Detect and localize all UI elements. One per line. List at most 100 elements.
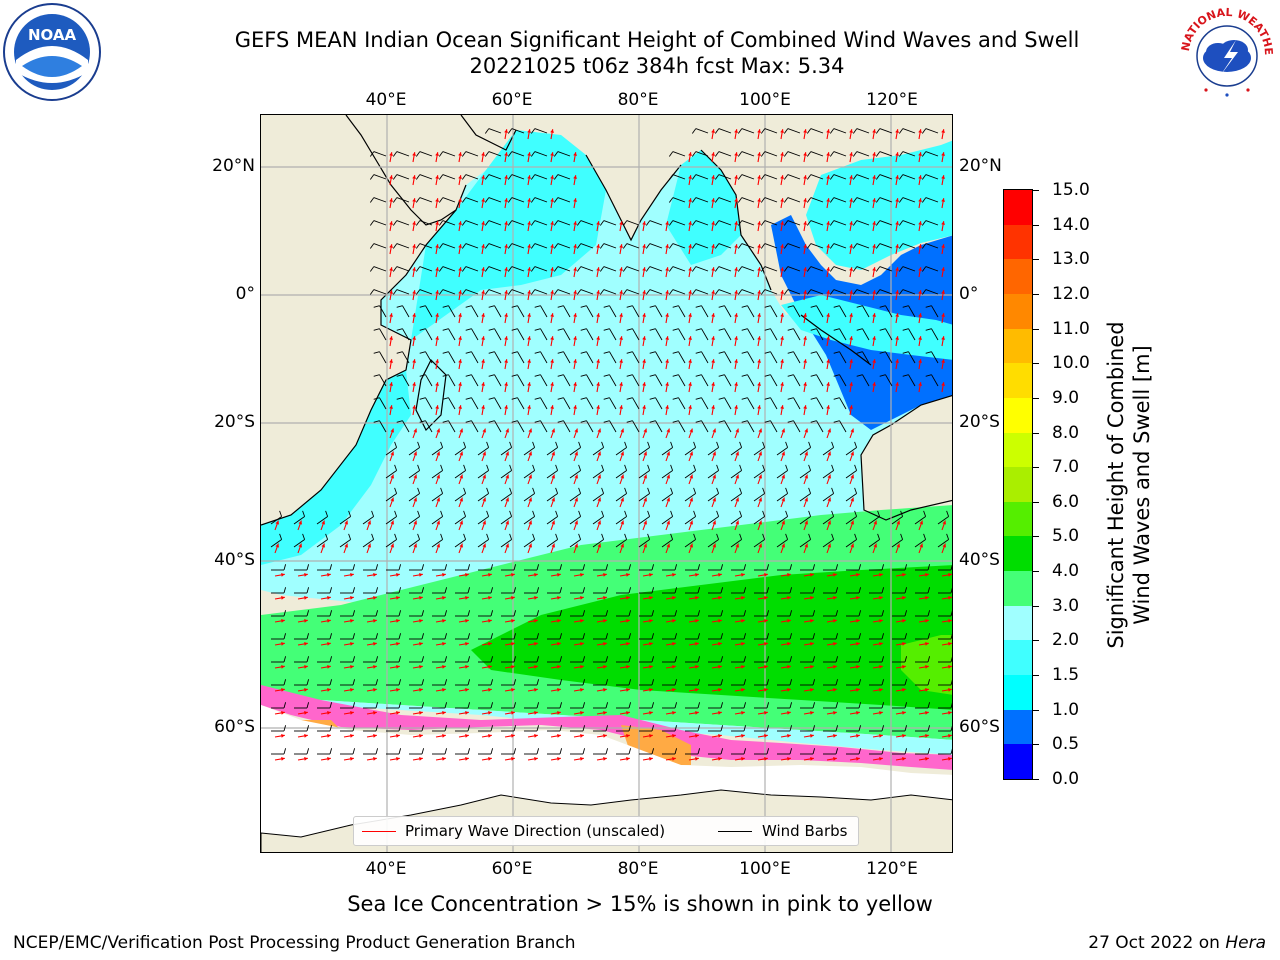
wave-direction-arrowhead [596, 221, 600, 225]
colorbar-tick-mark [1033, 605, 1039, 607]
wind-barb-flag [743, 725, 747, 732]
wave-direction-arrowhead [435, 244, 439, 248]
wind-barb [511, 243, 525, 249]
wave-direction-arrowhead [826, 221, 830, 225]
wind-barb-flag [858, 587, 862, 594]
wave-direction-arrowhead [419, 734, 423, 738]
wind-barb-flag [902, 351, 909, 354]
wave-direction-arrowhead [596, 359, 600, 363]
wave-direction-arrowhead [626, 734, 630, 738]
wind-barb [454, 539, 466, 548]
wind-barb [770, 351, 778, 364]
wave-direction-arrowhead [711, 267, 715, 271]
wave-direction-arrowhead [711, 336, 715, 340]
wave-direction-arrowhead [902, 573, 906, 577]
wave-direction-arrowhead [758, 451, 762, 456]
wave-direction-arrowhead [666, 451, 670, 456]
wind-barb [655, 328, 663, 341]
wind-barb [517, 374, 525, 387]
wind-barb [442, 174, 456, 180]
wind-barb [684, 493, 696, 502]
wave-direction-arrowhead [550, 267, 554, 271]
wind-barb-flag [603, 374, 610, 377]
wind-barb-flag [599, 220, 605, 226]
wave-direction-arrowhead [781, 428, 785, 433]
wave-direction-arrowhead [741, 711, 745, 715]
wind-barb-flag [720, 610, 724, 617]
wind-barb-flag [695, 420, 702, 423]
wave-direction-arrowhead [534, 642, 538, 646]
wind-barb-flag [419, 351, 426, 354]
wave-direction-arrowhead [412, 290, 416, 294]
wind-barb [649, 289, 663, 295]
tick-right-20s: 20°S [959, 412, 1000, 432]
wind-barb-flag [507, 243, 513, 249]
wave-direction-arrowhead [826, 313, 830, 317]
wind-barb [448, 351, 456, 364]
wave-direction-arrowhead [550, 336, 554, 340]
wind-barb [839, 328, 847, 341]
wind-barb [563, 397, 571, 410]
wave-direction-arrowhead [551, 451, 555, 456]
wave-direction-arrowhead [787, 573, 791, 577]
wind-barb-flag [605, 679, 609, 686]
wind-barb-flag [507, 151, 513, 157]
wave-direction-arrowhead [787, 757, 791, 761]
wind-barb-flag [279, 533, 283, 540]
wave-direction-arrowhead [764, 688, 768, 692]
wind-barb-flag [444, 725, 448, 732]
wind-barb-flag [720, 564, 724, 571]
wind-barb [822, 447, 834, 456]
wave-direction-arrowhead [488, 711, 492, 715]
tick-right-60s: 60°S [959, 717, 1000, 737]
wind-barb-flag [739, 533, 743, 540]
wind-barb-flag [950, 748, 952, 755]
wind-barb-flag [582, 725, 586, 732]
wave-direction-arrowhead [465, 642, 469, 646]
wind-barb-flag [672, 351, 679, 354]
wind-barb-flag [530, 243, 536, 249]
colorbar-tick-mark [1033, 779, 1039, 780]
wind-barb [879, 220, 893, 226]
wave-direction-arrowhead [396, 734, 400, 738]
wave-direction-arrowhead [925, 596, 929, 600]
wind-barb-flag [739, 487, 743, 494]
wind-barb-flag [415, 289, 421, 295]
wind-barb [500, 539, 512, 548]
wind-barb-flag [440, 510, 444, 517]
colorbar-tick-label: 1.0 [1052, 699, 1080, 720]
wave-direction-arrowhead [764, 711, 768, 715]
wind-barb [511, 220, 525, 226]
wave-direction-arrowhead [849, 152, 853, 156]
wind-barb [402, 351, 410, 364]
wave-direction-arrowhead [596, 290, 600, 294]
colorbar-title: Significant Height of Combined Wind Wave… [1103, 275, 1155, 695]
wave-direction-arrowhead [872, 198, 876, 202]
wave-direction-arrowhead [419, 642, 423, 646]
wind-barb-flag [490, 702, 494, 709]
wind-barb-flag [580, 305, 587, 308]
wind-barb-flag [674, 610, 678, 617]
wave-direction-arrowhead [804, 520, 808, 525]
wave-direction-arrowhead [389, 221, 393, 225]
wind-barb-flag [601, 464, 605, 471]
wind-barb-flag [858, 656, 862, 663]
wind-barb [810, 151, 824, 157]
wind-barb-flag [950, 587, 952, 594]
wind-barb [540, 328, 548, 341]
wind-barb [517, 420, 525, 433]
wave-direction-arrowhead [764, 757, 768, 761]
wind-barb [747, 305, 755, 318]
wave-direction-arrowhead [941, 290, 945, 294]
wind-barb-flag [283, 633, 287, 640]
wind-barb-flag [624, 487, 628, 494]
wind-barb-flag [739, 441, 743, 448]
wind-barb-flag [737, 151, 743, 157]
wave-direction-arrowhead [511, 688, 515, 692]
wind-barb-flag [576, 266, 582, 272]
wave-direction-arrowhead [435, 267, 439, 271]
wind-barb-flag [461, 151, 467, 157]
wind-barb [454, 516, 466, 525]
wind-barb [661, 493, 673, 502]
wind-barb-flag [306, 633, 310, 640]
